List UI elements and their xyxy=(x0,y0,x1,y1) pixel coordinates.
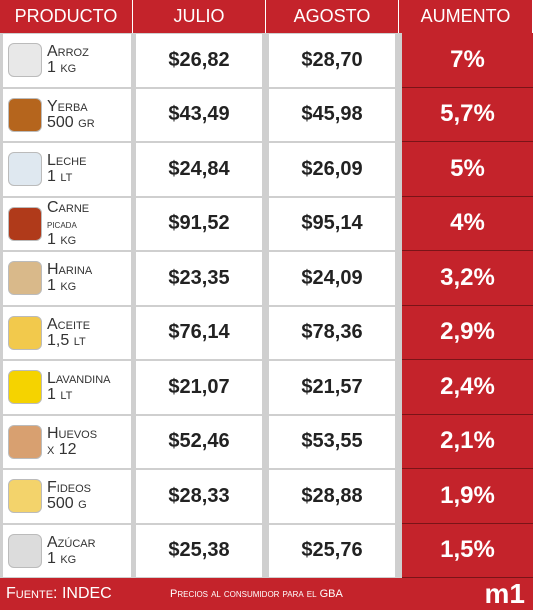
price-agosto: $78,36 xyxy=(269,306,395,359)
product-label: 1 kg xyxy=(47,59,77,77)
product-label: picada xyxy=(47,216,77,231)
product-label: 1 lt xyxy=(47,386,73,404)
product-icon xyxy=(8,152,42,186)
product-label: 500 g xyxy=(47,495,87,513)
product-label: 1 lt xyxy=(47,168,73,186)
price-agosto: $28,70 xyxy=(269,34,395,87)
product-icon xyxy=(8,424,42,459)
price-julio: $23,35 xyxy=(136,252,262,305)
product-icon xyxy=(8,315,42,350)
price-julio: $21,07 xyxy=(136,361,262,414)
product-label: x 12 xyxy=(47,440,77,458)
product-icon xyxy=(8,261,42,295)
price-julio: $76,14 xyxy=(136,306,262,359)
product-icon xyxy=(8,479,42,513)
price-agosto: $95,14 xyxy=(269,197,395,250)
product-icon xyxy=(8,370,42,404)
price-agosto: $26,09 xyxy=(269,143,395,196)
column-header: JULIO xyxy=(133,0,266,33)
footer-logo: m1 xyxy=(484,578,525,609)
product-icon xyxy=(8,206,42,241)
price-agosto: $28,88 xyxy=(269,470,395,523)
product-label: Aceite xyxy=(47,315,91,333)
price-julio: $91,52 xyxy=(136,197,262,250)
price-agosto: $24,09 xyxy=(269,252,395,305)
column-header: PRODUCTO xyxy=(0,0,133,33)
increase: 3,2% xyxy=(402,251,533,306)
increase: 2,9% xyxy=(402,305,533,360)
price-julio: $26,82 xyxy=(136,34,262,87)
increase: 1,9% xyxy=(402,469,533,524)
increase: 1,5% xyxy=(402,523,533,578)
price-julio: $24,84 xyxy=(136,143,262,196)
footer-note: Precios al consumidor para el GBA xyxy=(170,588,343,600)
increase: 5% xyxy=(402,142,533,197)
product-label: 500 gr xyxy=(47,113,95,131)
increase: 4% xyxy=(402,196,533,251)
column-header: AUMENTO xyxy=(399,0,533,33)
product-label: Azúcar xyxy=(47,533,96,551)
footer-source: Fuente: INDEC xyxy=(6,585,112,602)
increase: 7% xyxy=(402,33,533,88)
price-agosto: $53,55 xyxy=(269,415,395,468)
product-label: Leche xyxy=(47,152,87,170)
product-icon xyxy=(8,43,42,77)
price-julio: $25,38 xyxy=(136,524,262,577)
product-label: Huevos xyxy=(47,424,98,442)
product-label: Yerba xyxy=(47,97,88,115)
product-label: Carne xyxy=(47,198,90,216)
product-label: Lavandina xyxy=(47,370,111,388)
price-agosto: $25,76 xyxy=(269,524,395,577)
product-label: Fideos xyxy=(47,479,92,497)
increase: 2,4% xyxy=(402,360,533,415)
product-label: 1 kg xyxy=(47,549,77,567)
price-julio: $52,46 xyxy=(136,415,262,468)
increase: 2,1% xyxy=(402,414,533,469)
column-header: AGOSTO xyxy=(266,0,399,33)
product-icon xyxy=(8,97,42,132)
product-label: Harina xyxy=(47,261,93,279)
product-label: 1 kg xyxy=(47,230,77,248)
price-agosto: $21,57 xyxy=(269,361,395,414)
product-icon xyxy=(8,533,42,568)
footer-bar xyxy=(0,578,533,610)
product-label: 1 kg xyxy=(47,277,77,295)
product-label: Arroz xyxy=(47,43,89,61)
price-julio: $43,49 xyxy=(136,88,262,141)
increase: 5,7% xyxy=(402,87,533,142)
price-agosto: $45,98 xyxy=(269,88,395,141)
product-label: 1,5 lt xyxy=(47,331,86,349)
price-julio: $28,33 xyxy=(136,470,262,523)
